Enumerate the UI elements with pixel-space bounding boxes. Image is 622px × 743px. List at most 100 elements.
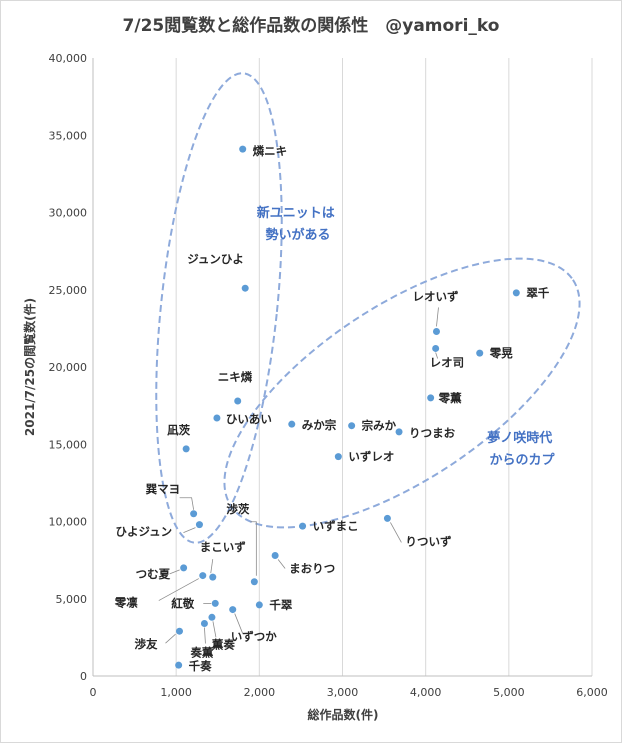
point-label: いずつか [231,630,277,644]
y-tick-label: 35,000 [49,129,88,142]
x-tick-label: 3,000 [327,686,359,699]
point-label: 零薫 [438,391,462,405]
data-point [432,344,440,352]
data-point [395,428,403,436]
data-point [383,514,391,522]
annotation-new-unit-line1: 新ユニットは [257,205,335,221]
y-tick-label: 40,000 [49,52,88,65]
point-label: 渉友 [134,637,157,651]
leader-line [204,627,206,644]
point-label: みか宗 [302,418,337,432]
new-unit-ellipse [155,72,283,544]
leader-line [212,621,217,638]
data-point [211,599,219,607]
data-points [175,145,520,669]
point-label: 翠千 [526,286,549,300]
leader-line [390,522,402,543]
data-point [271,551,279,559]
point-label: いずまこ [313,519,359,533]
data-point [229,606,237,614]
point-label: まおりつ [289,561,335,575]
point-label: 巽マヨ [146,482,181,496]
leader-line [165,633,176,644]
annotation-yumenosaki: 夢ノ咲時代 からのカプ [487,430,557,468]
y-axis-title: 2021/7/25の閲覧数(件) [22,298,37,436]
data-point [250,578,258,586]
leader-line [210,559,214,574]
point-label: ひいあい [226,412,272,426]
leader-line [435,352,439,359]
data-point [234,397,242,405]
point-label: まこいず [200,540,246,554]
data-point [208,613,216,621]
point-label: 千奏 [189,659,212,673]
point-label: 燐ニキ [253,144,288,158]
point-label: ジュンひよ [187,252,244,266]
point-label: ひよジュン [115,525,172,539]
leader-line [250,521,257,576]
leader-line [158,578,199,601]
data-point [432,327,440,335]
chart-title: 7/25閲覧数と総作品数の関係性 @yamori_ko [123,15,500,36]
data-point [476,349,484,357]
data-point [200,619,208,627]
point-label: りついず [405,534,452,548]
point-label: 渉茨 [226,502,249,516]
data-point [195,521,203,529]
annotation-new-unit: 新ユニットは 勢いがある [257,205,340,243]
data-point [427,394,435,402]
annotation-yumenosaki-line2: からのカプ [489,453,555,468]
point-label: りつまお [409,426,456,440]
y-tick-label: 0 [80,670,87,683]
point-label: レオいず [412,289,458,303]
data-point [209,573,217,581]
data-point [348,422,356,430]
y-tick-label: 25,000 [49,284,88,297]
point-label: レオ司 [430,355,465,369]
leader-line [234,613,244,634]
point-label: いずレオ [348,450,394,464]
point-label: つむ夏 [136,567,171,581]
data-point [241,284,249,292]
leader-lines [158,307,439,644]
data-point [334,453,342,461]
annotation-new-unit-line2: 勢いがある [265,227,330,243]
point-label: 宗みか [362,419,397,433]
data-point [213,414,221,422]
data-point [180,564,188,572]
data-point [299,522,307,530]
x-tick-label: 6,000 [576,686,608,699]
x-tick-label: 2,000 [244,686,276,699]
y-tick-label: 15,000 [49,438,88,451]
leader-line [179,497,195,510]
axes [92,58,592,677]
leader-line [169,569,180,575]
y-tick-label: 10,000 [49,516,88,529]
y-tick-label: 20,000 [49,361,88,374]
data-point [182,445,190,453]
gridlines [175,58,593,676]
point-label: 零凛 [114,596,138,610]
x-tick-label: 4,000 [410,686,442,699]
x-tick-label: 0 [90,686,97,699]
data-point [239,145,247,153]
data-point [199,572,207,580]
data-point [175,661,183,669]
tick-labels: 0 1,000 2,000 3,000 4,000 5,000 6,000 0 5,000 10,… [49,52,608,699]
x-tick-label: 1,000 [160,686,192,699]
data-point [190,510,198,518]
leader-line [436,307,439,327]
data-point [288,420,296,428]
point-label: 零晃 [489,346,513,360]
y-tick-label: 30,000 [49,207,88,220]
point-label: 凪茨 [167,423,190,437]
point-label: 奏薫 [189,645,213,659]
x-axis-title: 総作品数(件) [308,707,379,722]
data-point [512,289,520,297]
leader-line [277,559,286,569]
x-tick-label: 5,000 [493,686,525,699]
data-point [175,627,183,635]
leader-line [183,527,196,533]
annotation-yumenosaki-line1: 夢ノ咲時代 [487,430,552,446]
